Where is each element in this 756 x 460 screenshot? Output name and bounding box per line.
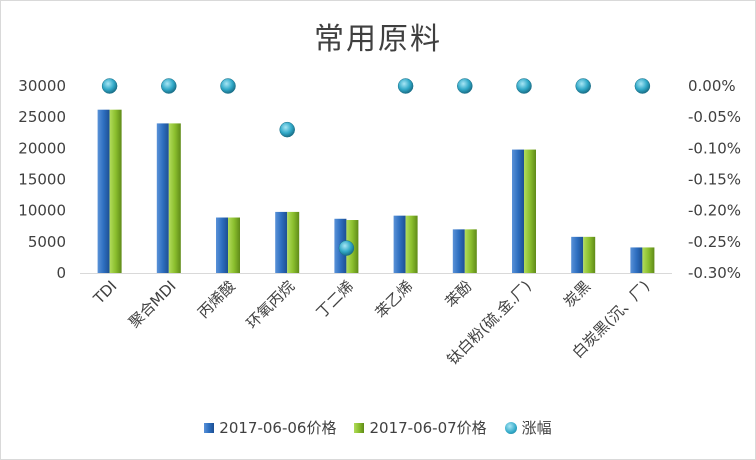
y-left-tick-label: 30000 [18, 77, 66, 95]
bar-series-1 [393, 215, 406, 273]
chart-title: 常用原料 [314, 22, 442, 57]
x-category-label: 丁二烯 [313, 277, 358, 322]
x-category-label: 丙烯酸 [194, 277, 239, 322]
y-right-tick-label: -0.30% [688, 264, 741, 282]
bar-series-2 [464, 229, 477, 273]
bar-series-1 [156, 123, 169, 274]
x-category-label: 环氧丙烷 [243, 277, 298, 332]
change-point [397, 78, 414, 94]
x-category-label: 炭黑 [560, 277, 594, 311]
bar-series-1 [571, 236, 584, 273]
change-point [279, 121, 295, 138]
bar-series-2 [642, 247, 655, 273]
x-category-label: 聚合MDI [125, 277, 179, 331]
legend-item-series-2: 2017-06-07价格 [354, 417, 487, 438]
bar-series-2 [583, 236, 596, 273]
legend-swatch-change [504, 421, 517, 434]
legend-label-series-2: 2017-06-07价格 [369, 419, 487, 437]
change-point [338, 240, 355, 256]
bar-series-1 [216, 217, 228, 273]
legend-label-change: 涨幅 [521, 419, 552, 437]
bar-series-2 [109, 109, 122, 273]
bar-series-1 [97, 109, 110, 273]
legend-label-series-1: 2017-06-06价格 [219, 419, 337, 437]
change-point [516, 78, 532, 94]
legend-item-change: 涨幅 [504, 417, 552, 438]
y-right-tick-label: -0.10% [688, 139, 741, 157]
bar-series-2 [287, 211, 300, 273]
change-point [161, 78, 177, 94]
y-left-tick-label: 0 [56, 264, 66, 282]
y-left-tick-label: 25000 [18, 108, 66, 126]
y-right-tick-label: -0.25% [688, 233, 741, 251]
y-right-tick-label: 0.00% [688, 77, 736, 95]
y-right-tick-label: -0.20% [688, 202, 741, 220]
bar-series-1 [275, 211, 288, 273]
change-point [101, 78, 118, 94]
change-point [634, 78, 651, 94]
legend-swatch-series-1 [204, 422, 215, 433]
bar-series-2 [228, 217, 240, 273]
bar-series-1 [452, 229, 465, 273]
legend-item-series-1: 2017-06-06价格 [204, 417, 336, 438]
bar-series-1 [630, 247, 643, 273]
bar-series-2 [405, 215, 418, 273]
y-left-tick-label: 5000 [28, 233, 66, 251]
bar-series-2 [168, 123, 181, 274]
y-left-tick-label: 15000 [18, 171, 66, 189]
y-right-tick-label: -0.15% [688, 171, 741, 189]
x-category-label: TDI [89, 277, 120, 308]
legend-swatch-series-2 [354, 422, 365, 433]
y-right-tick-label: -0.05% [688, 108, 741, 126]
bar-series-1 [512, 149, 524, 273]
change-point [457, 78, 473, 94]
y-left-tick-label: 20000 [18, 139, 66, 157]
change-point [575, 78, 591, 94]
chart-legend: 2017-06-06价格 2017-06-07价格 涨幅 [0, 417, 756, 438]
x-category-label: 苯酚 [442, 277, 476, 311]
y-left-tick-label: 10000 [18, 202, 66, 220]
change-point [220, 78, 236, 94]
bar-series-2 [524, 149, 536, 273]
x-category-label: 苯乙烯 [372, 277, 417, 322]
